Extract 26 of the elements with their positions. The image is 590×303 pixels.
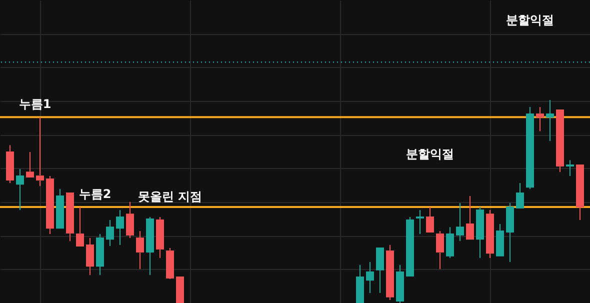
candlestick <box>36 116 44 187</box>
candlestick <box>516 182 524 209</box>
candlestick <box>566 160 574 176</box>
ref-line-label: 누름1 <box>18 97 52 112</box>
candlestick <box>106 219 114 246</box>
candlestick <box>436 230 444 270</box>
candlestick <box>136 230 144 270</box>
candlestick <box>536 106 544 132</box>
candlestick <box>16 168 24 211</box>
candlestick <box>26 152 34 178</box>
candlestick <box>456 202 464 242</box>
text: 분할익절 <box>506 12 554 27</box>
candlestick <box>376 248 384 294</box>
candlestick <box>466 196 474 240</box>
candlestick <box>366 262 374 294</box>
candlestick <box>546 100 554 142</box>
annotation: 분할익절 <box>406 146 454 161</box>
candlestick <box>426 206 434 232</box>
candlestick <box>116 210 124 246</box>
ref-line-label: 누름2 <box>78 187 112 202</box>
candlestick <box>76 206 84 246</box>
candlestick <box>416 210 424 234</box>
candlestick <box>126 201 134 239</box>
candlestick <box>86 238 94 276</box>
candlestick <box>446 226 454 258</box>
annotation: 못올린 지점 <box>138 190 202 204</box>
